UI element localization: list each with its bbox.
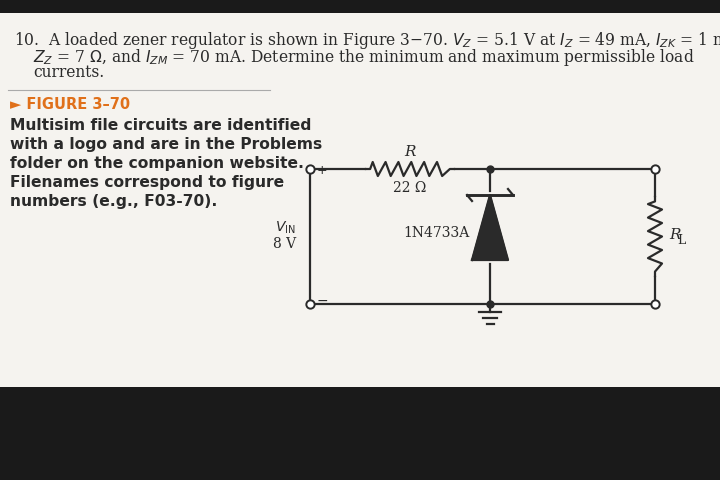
Text: L: L bbox=[677, 233, 685, 247]
Text: 8 V: 8 V bbox=[274, 237, 297, 251]
Text: folder on the companion website.: folder on the companion website. bbox=[10, 156, 304, 171]
Text: $Z_Z$ = 7 $\Omega$, and $I_{ZM}$ = 70 mA. Determine the minimum and maximum perm: $Z_Z$ = 7 $\Omega$, and $I_{ZM}$ = 70 mA… bbox=[33, 47, 695, 68]
Text: Filenames correspond to figure: Filenames correspond to figure bbox=[10, 175, 284, 190]
Text: +: + bbox=[317, 164, 328, 177]
Text: 10.  A loaded zener regulator is shown in Figure 3$-$70. $V_Z$ = 5.1 V at $I_Z$ : 10. A loaded zener regulator is shown in… bbox=[14, 30, 720, 51]
Text: currents.: currents. bbox=[33, 64, 104, 81]
Text: R: R bbox=[669, 228, 680, 242]
Text: $V_{\mathrm{IN}}$: $V_{\mathrm{IN}}$ bbox=[274, 219, 295, 235]
Bar bbox=[0, 387, 720, 480]
Text: −: − bbox=[317, 293, 328, 307]
Text: R: R bbox=[404, 144, 415, 159]
Text: Multisim file circuits are identified: Multisim file circuits are identified bbox=[10, 118, 311, 133]
Text: 22 Ω: 22 Ω bbox=[393, 180, 427, 194]
Polygon shape bbox=[472, 195, 508, 261]
Bar bbox=[0, 0, 720, 14]
Text: 1N4733A: 1N4733A bbox=[404, 226, 470, 240]
Text: numbers (e.g., F03-70).: numbers (e.g., F03-70). bbox=[10, 193, 217, 209]
Text: ► FIGURE 3–70: ► FIGURE 3–70 bbox=[10, 97, 130, 112]
Text: with a logo and are in the Problems: with a logo and are in the Problems bbox=[10, 137, 323, 152]
